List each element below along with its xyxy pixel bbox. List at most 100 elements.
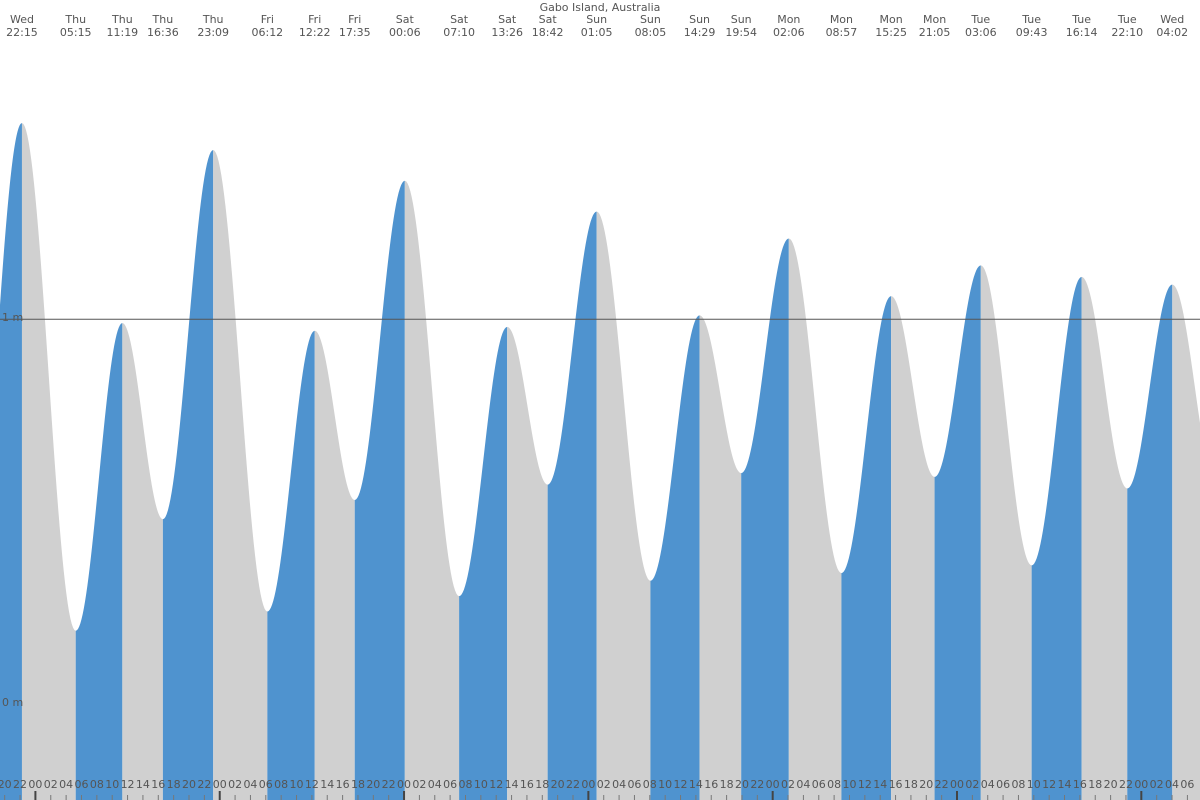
x-tick-label: 10	[658, 778, 672, 791]
x-tick-label: 18	[351, 778, 365, 791]
tide-area	[547, 211, 597, 800]
extreme-time: 17:35	[339, 26, 371, 39]
x-tick-label: 20	[551, 778, 565, 791]
x-tick-label: 18	[904, 778, 918, 791]
extreme-day: Tue	[1071, 13, 1091, 26]
x-tick-label: 00	[581, 778, 595, 791]
extreme-time: 18:42	[532, 26, 564, 39]
areas	[0, 123, 1200, 800]
x-tick-label: 08	[643, 778, 657, 791]
x-tick-label: 20	[182, 778, 196, 791]
extreme-day: Tue	[1021, 13, 1041, 26]
x-tick-label: 10	[290, 778, 304, 791]
extreme-time: 14:29	[684, 26, 716, 39]
x-tick-label: 14	[136, 778, 150, 791]
x-tick-label: 14	[1058, 778, 1072, 791]
x-tick-label: 08	[1011, 778, 1025, 791]
tide-area	[404, 180, 460, 800]
extreme-day: Fri	[308, 13, 321, 26]
x-tick-label: 16	[336, 778, 350, 791]
tide-area	[1127, 284, 1173, 800]
extreme-day: Thu	[202, 13, 224, 26]
x-tick-label: 10	[842, 778, 856, 791]
tide-area	[891, 296, 935, 800]
extreme-day: Sat	[498, 13, 517, 26]
x-tick-label: 04	[981, 778, 995, 791]
extreme-time: 22:10	[1111, 26, 1143, 39]
extreme-day: Mon	[880, 13, 903, 26]
tide-area	[75, 323, 123, 800]
x-tick-label: 20	[366, 778, 380, 791]
x-tick-label: 02	[597, 778, 611, 791]
x-tick-label: 16	[889, 778, 903, 791]
extreme-day: Sun	[731, 13, 752, 26]
extreme-time: 05:15	[60, 26, 92, 39]
extreme-time: 04:02	[1156, 26, 1188, 39]
x-tick-label: 06	[627, 778, 641, 791]
tide-area	[354, 180, 405, 800]
tide-area	[788, 238, 842, 800]
extreme-time: 08:05	[635, 26, 667, 39]
extreme-day: Sat	[539, 13, 558, 26]
x-tick-label: 04	[1165, 778, 1179, 791]
tide-area	[741, 238, 789, 800]
extreme-time: 06:12	[251, 26, 283, 39]
extreme-day: Sun	[689, 13, 710, 26]
tide-area	[1031, 276, 1082, 800]
x-tick-label: 04	[428, 778, 442, 791]
x-tick-label: 22	[1119, 778, 1133, 791]
x-tick-label: 00	[213, 778, 227, 791]
overlay: 0 m1 mWed22:15Thu05:15Thu11:19Thu16:36Th…	[0, 13, 1200, 800]
x-tick-label: 08	[274, 778, 288, 791]
extreme-time: 00:06	[389, 26, 421, 39]
x-tick-label: 10	[1027, 778, 1041, 791]
extreme-time: 12:22	[299, 26, 331, 39]
x-tick-label: 20	[1104, 778, 1118, 791]
x-tick-label: 00	[397, 778, 411, 791]
extreme-time: 07:10	[443, 26, 475, 39]
extreme-time: 22:15	[6, 26, 38, 39]
x-tick-label: 02	[781, 778, 795, 791]
x-tick-label: 14	[320, 778, 334, 791]
tide-area	[0, 123, 22, 800]
x-tick-label: 12	[674, 778, 688, 791]
extreme-time: 09:43	[1016, 26, 1048, 39]
extreme-day: Fri	[261, 13, 274, 26]
x-tick-label: 16	[151, 778, 165, 791]
extreme-time: 23:09	[197, 26, 229, 39]
x-tick-label: 06	[812, 778, 826, 791]
extreme-day: Tue	[970, 13, 990, 26]
x-tick-label: 08	[90, 778, 104, 791]
x-tick-label: 06	[443, 778, 457, 791]
x-tick-label: 14	[505, 778, 519, 791]
extreme-time: 01:05	[581, 26, 613, 39]
extreme-day: Sun	[640, 13, 661, 26]
tide-area	[459, 326, 508, 800]
tide-area	[1172, 284, 1200, 800]
tide-area	[1081, 276, 1128, 800]
tide-area	[314, 330, 355, 800]
x-tick-label: 20	[735, 778, 749, 791]
x-tick-label: 22	[566, 778, 580, 791]
extreme-day: Thu	[64, 13, 86, 26]
tide-area	[980, 265, 1032, 800]
x-tick-label: 12	[858, 778, 872, 791]
x-tick-label: 06	[74, 778, 88, 791]
extreme-day: Mon	[777, 13, 800, 26]
x-tick-label: 04	[612, 778, 626, 791]
x-tick-label: 02	[228, 778, 242, 791]
tide-area	[596, 211, 651, 800]
extreme-time: 03:06	[965, 26, 997, 39]
x-tick-label: 14	[689, 778, 703, 791]
extreme-time: 15:25	[875, 26, 907, 39]
x-tick-label: 00	[28, 778, 42, 791]
tide-area	[841, 296, 892, 800]
x-tick-label: 20	[0, 778, 12, 791]
extreme-day: Thu	[152, 13, 174, 26]
x-tick-label: 04	[59, 778, 73, 791]
extreme-day: Wed	[10, 13, 34, 26]
extreme-day: Fri	[348, 13, 361, 26]
x-tick-label: 16	[704, 778, 718, 791]
extreme-time: 11:19	[106, 26, 138, 39]
x-tick-label: 02	[44, 778, 58, 791]
